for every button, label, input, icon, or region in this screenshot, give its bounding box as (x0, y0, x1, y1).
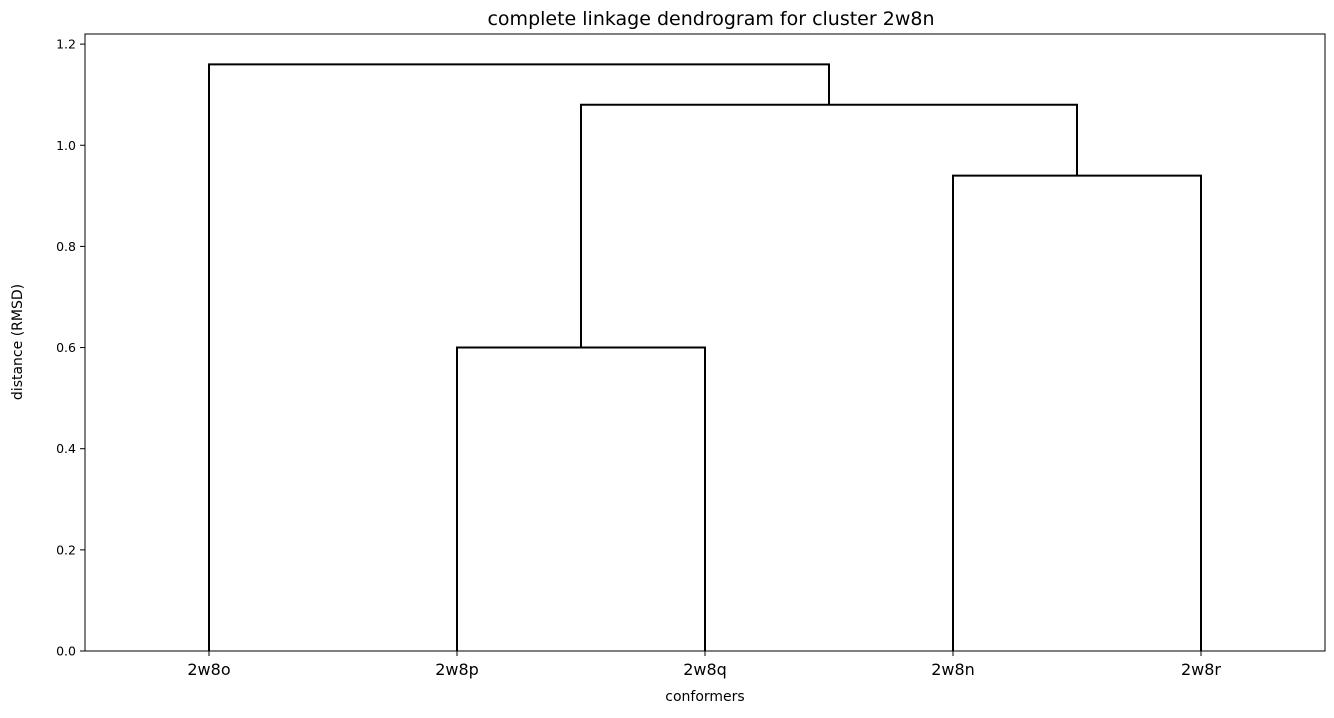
y-tick-label: 0.6 (56, 340, 76, 355)
dendrogram-link-2 (952, 174, 1202, 651)
plot-frame (84, 33, 1326, 652)
y-tick-label: 0.0 (56, 644, 76, 659)
leaf-label-2w8r: 2w8r (1181, 660, 1221, 679)
leaf-label-2w8n: 2w8n (931, 660, 975, 679)
y-tick-label: 1.2 (56, 37, 76, 52)
x-axis-label: conformers (665, 689, 744, 705)
dendrogram-links (208, 63, 1202, 651)
dendrogram-link-1 (456, 346, 706, 651)
y-axis-label: distance (RMSD) (10, 284, 26, 400)
y-tick-label: 0.4 (56, 441, 76, 456)
dendrogram-link-4 (208, 63, 830, 651)
y-tick-label: 0.8 (56, 239, 76, 254)
y-tick-label: 0.2 (56, 542, 76, 557)
leaf-label-2w8o: 2w8o (187, 660, 230, 679)
dendrogram-link-3 (580, 103, 1078, 348)
y-tick-label: 1.0 (56, 138, 76, 153)
leaf-label-2w8p: 2w8p (435, 660, 479, 679)
ticks-layer: 0.0 0.2 0.4 0.6 0.8 1.0 1.2 2w8o 2w8p 2w8q 2w8n 2w8… (56, 37, 1221, 679)
leaf-label-2w8q: 2w8q (683, 660, 727, 679)
chart-title: complete linkage dendrogram for cluster … (487, 8, 934, 30)
